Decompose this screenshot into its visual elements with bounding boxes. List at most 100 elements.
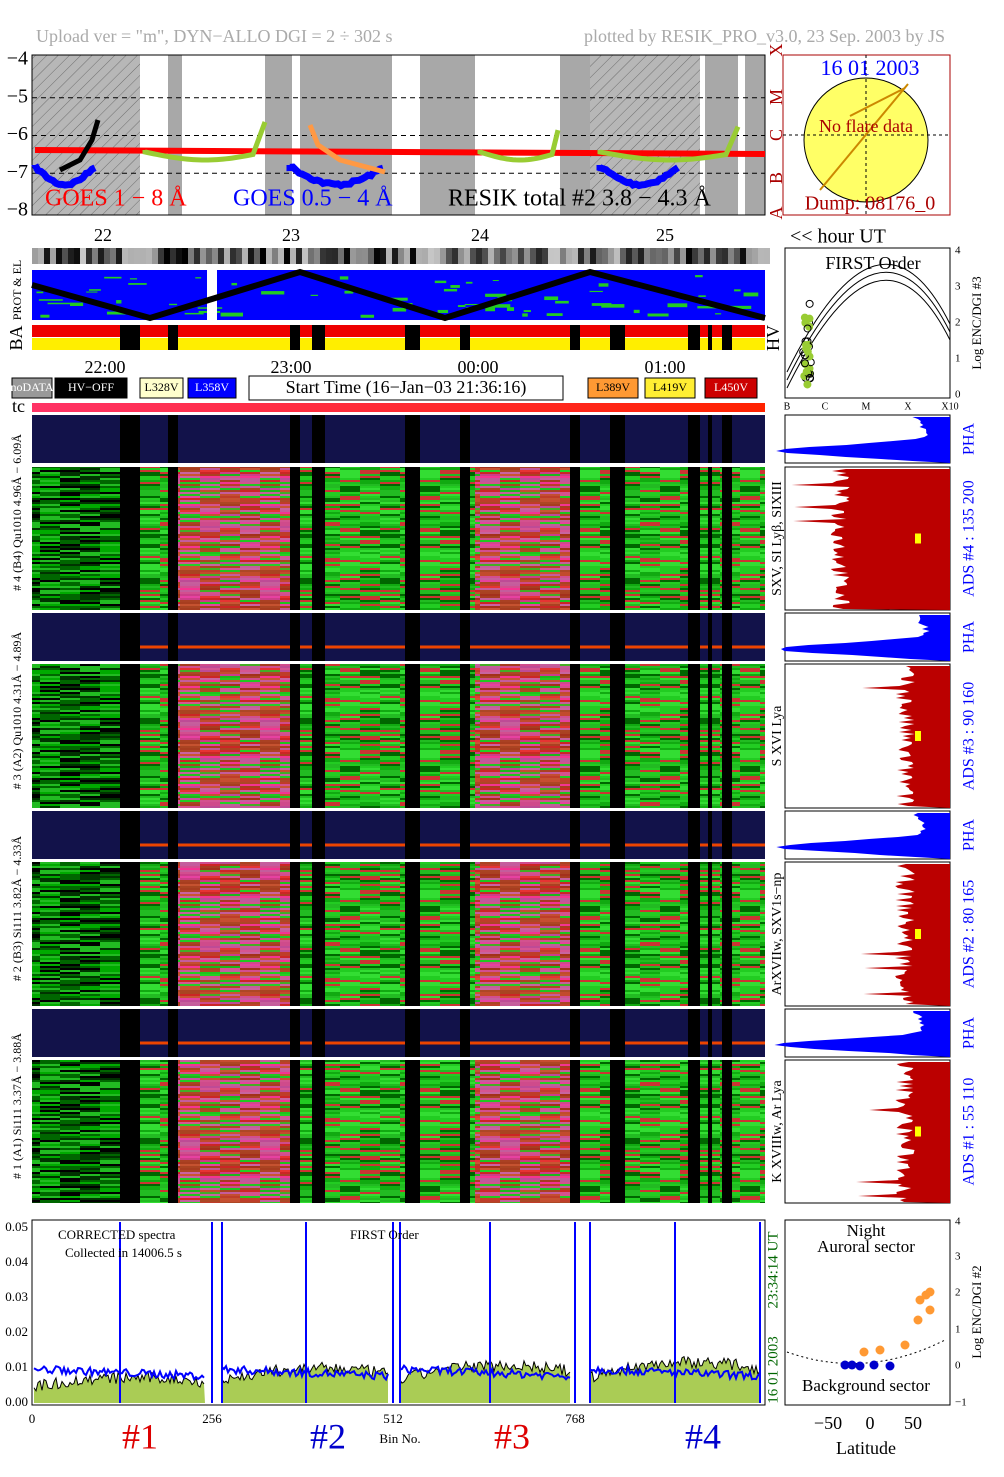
gap	[120, 1060, 140, 1203]
gap	[708, 811, 712, 859]
gap	[708, 613, 712, 661]
tc-label: tc	[12, 396, 25, 416]
gap	[290, 415, 300, 463]
sun-date: 16 01 2003	[821, 55, 920, 80]
prot-strip	[338, 248, 344, 264]
prot-strip	[686, 248, 692, 264]
orbit-green	[695, 275, 703, 278]
prot-strip	[284, 248, 290, 264]
prot-strip	[92, 248, 98, 264]
channel-label: # 2 (B3) Si111 3.82Å − 4.33Å	[10, 836, 24, 982]
y-tick-label: 4	[955, 245, 961, 257]
resik-green	[477, 129, 561, 163]
flare-class: C	[766, 129, 786, 141]
gap	[290, 1060, 300, 1203]
prot-strip	[194, 248, 200, 264]
orbit-green	[69, 302, 84, 307]
orbit-green	[633, 309, 640, 314]
prot-strip	[644, 248, 650, 264]
orbit-green	[555, 300, 569, 304]
spectrogram-dark	[32, 862, 120, 1006]
ads-marker	[915, 731, 921, 741]
channel-lines: SXV, SI Lyβ, SIXIII	[770, 481, 785, 596]
ads-marker	[915, 929, 921, 939]
x-tick-label: B	[784, 401, 791, 412]
hv-legend-label: noDATA	[10, 380, 53, 394]
orbit-green	[523, 310, 531, 313]
prot-strip	[710, 248, 716, 264]
hv-swatch	[644, 377, 696, 399]
prot-strip	[500, 248, 506, 264]
prot-strip	[44, 248, 50, 264]
prot-strip	[428, 248, 434, 264]
orbit-green	[726, 305, 752, 309]
ads-label: ADS #4 : 135 200	[961, 480, 978, 596]
latitude-orange	[900, 1340, 910, 1350]
orbit-green	[88, 289, 101, 291]
prot-strip	[308, 248, 314, 264]
channel-label: # 3 (A2) Qu1010 4.31Å − 4.89Å	[10, 631, 24, 789]
prot-strip	[254, 248, 260, 264]
sun-arrow	[819, 83, 909, 191]
ba-gap	[168, 325, 178, 350]
prot-strip	[188, 248, 194, 264]
day-label: 23	[282, 225, 300, 245]
pha-label: PHA	[961, 621, 978, 653]
ads-label: ADS #3 : 90 160	[961, 682, 978, 790]
ads-label: ADS #1 : 55 110	[961, 1078, 978, 1186]
prot-strip	[548, 248, 554, 264]
x-tick-label: C	[822, 401, 829, 412]
gap	[708, 862, 712, 1006]
prot-strip	[692, 248, 698, 264]
goes-blue	[286, 163, 384, 190]
flare-class: X	[766, 44, 786, 57]
hv-swatch	[54, 377, 128, 399]
orbit-green	[388, 297, 408, 301]
prot-strip	[554, 248, 560, 264]
gap	[688, 664, 700, 808]
prot-label: PROT & EL	[10, 260, 24, 320]
gap	[290, 467, 300, 610]
spectrogram-hot	[178, 467, 290, 610]
gap	[460, 1060, 470, 1203]
prot-strip	[740, 248, 746, 264]
spectrum-title: CORRECTED spectra	[58, 1227, 176, 1242]
start-box	[248, 375, 564, 401]
orbit-strip	[32, 270, 765, 320]
gap	[688, 811, 700, 859]
spectrum-area	[400, 1360, 570, 1403]
gap	[168, 664, 178, 808]
x-tick-label: 0	[866, 1413, 875, 1433]
prot-strip	[164, 248, 170, 264]
orbit-green	[598, 283, 609, 287]
latitude-ylabel: Log ENC/DGI #2	[969, 1265, 984, 1358]
latitude-orange	[913, 1315, 923, 1325]
spectrogram-hot	[475, 862, 570, 1006]
gap	[708, 467, 712, 610]
orbit-green	[104, 276, 122, 279]
prot-strip	[332, 248, 338, 264]
orbit-gap	[207, 268, 217, 322]
gap	[168, 862, 178, 1006]
latitude-orange	[925, 1287, 935, 1297]
gap	[570, 811, 580, 859]
x-tick-label: 256	[202, 1411, 222, 1426]
latitude-orange	[915, 1295, 925, 1305]
prot-strip	[578, 248, 584, 264]
orbit-green	[589, 290, 603, 293]
gap	[722, 1060, 732, 1203]
goes-frame	[31, 54, 766, 216]
day-label: 24	[471, 225, 489, 245]
spectrogram	[32, 1060, 765, 1203]
gap	[722, 415, 732, 463]
prot-strip	[122, 248, 128, 264]
auroral-label: Auroral sector	[817, 1237, 915, 1256]
orbit-green	[506, 307, 515, 311]
orbit-green	[231, 282, 238, 286]
prot-strip	[434, 248, 440, 264]
prot-strip	[146, 248, 152, 264]
prot-strip	[260, 248, 266, 264]
spectrum-collected: Collected in 14006.5 s	[65, 1245, 182, 1260]
ba-gap	[312, 325, 325, 350]
x-tick-label: −50	[814, 1413, 842, 1433]
